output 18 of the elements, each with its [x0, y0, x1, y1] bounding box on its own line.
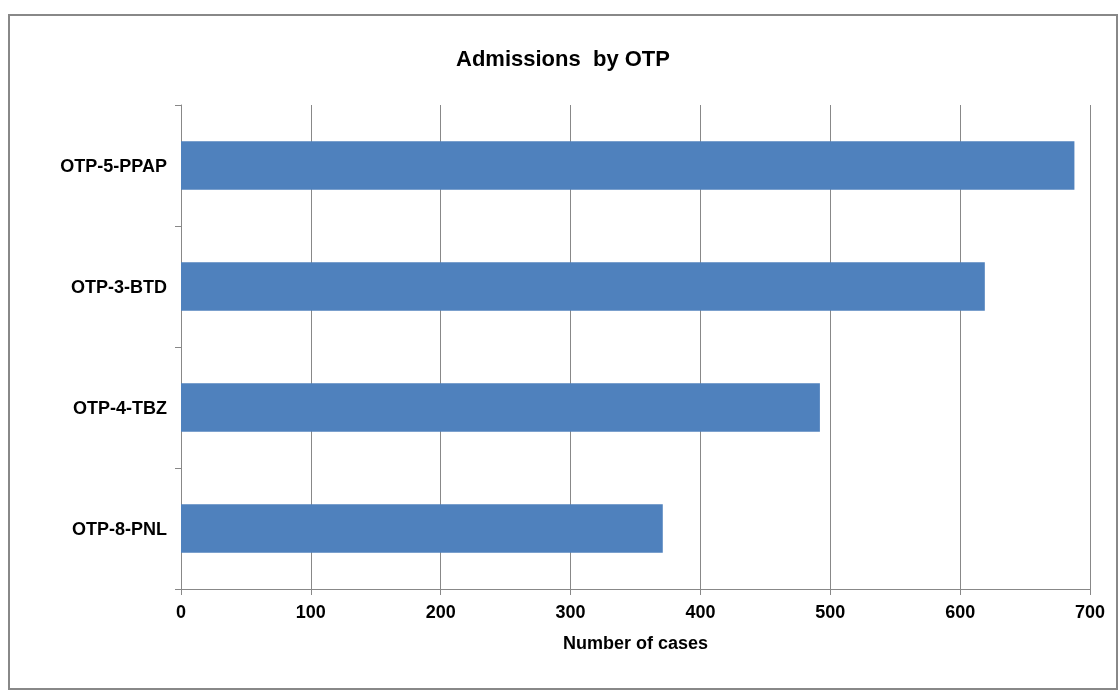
x-tick-label: 600	[945, 602, 976, 622]
x-tick-label: 400	[685, 602, 716, 622]
chart-title: Admissions by OTP	[456, 45, 670, 71]
x-tick-label: 500	[815, 602, 846, 622]
x-axis-title: Number of cases	[562, 633, 709, 653]
x-tick-label: 200	[425, 602, 456, 622]
bar	[181, 504, 663, 553]
x-tick-label: 100	[295, 602, 326, 622]
y-tick-label: OTP-3-BTD	[71, 276, 167, 297]
x-tick-label: 0	[175, 602, 187, 622]
y-tick-label: OTP-5-PPAP	[60, 155, 167, 176]
bar	[181, 141, 1075, 190]
bar	[181, 383, 820, 432]
x-tick-label: 300	[555, 602, 586, 622]
bar	[181, 262, 985, 311]
y-tick-label: OTP-4-TBZ	[73, 397, 167, 418]
x-tick-label: 700	[1074, 602, 1106, 622]
y-tick-label: OTP-8-PNL	[71, 518, 167, 539]
